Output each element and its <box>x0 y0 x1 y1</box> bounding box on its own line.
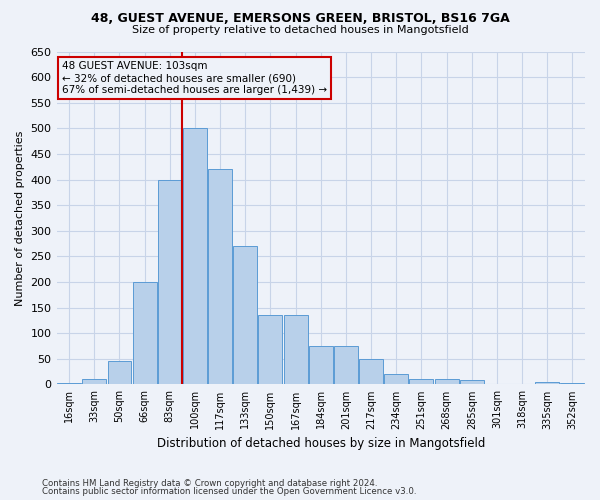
Bar <box>107 362 131 384</box>
Bar <box>133 282 157 384</box>
Bar <box>259 316 283 384</box>
Bar <box>385 374 408 384</box>
Bar <box>409 380 433 384</box>
Bar <box>334 346 358 385</box>
Bar <box>233 246 257 384</box>
Bar <box>535 382 559 384</box>
Bar <box>183 128 207 384</box>
Text: 48, GUEST AVENUE, EMERSONS GREEN, BRISTOL, BS16 7GA: 48, GUEST AVENUE, EMERSONS GREEN, BRISTO… <box>91 12 509 26</box>
Y-axis label: Number of detached properties: Number of detached properties <box>15 130 25 306</box>
Text: Contains public sector information licensed under the Open Government Licence v3: Contains public sector information licen… <box>42 487 416 496</box>
Text: Size of property relative to detached houses in Mangotsfield: Size of property relative to detached ho… <box>131 25 469 35</box>
Text: 48 GUEST AVENUE: 103sqm
← 32% of detached houses are smaller (690)
67% of semi-d: 48 GUEST AVENUE: 103sqm ← 32% of detache… <box>62 62 327 94</box>
Bar <box>359 359 383 384</box>
Bar <box>460 380 484 384</box>
Bar <box>208 170 232 384</box>
Text: Contains HM Land Registry data © Crown copyright and database right 2024.: Contains HM Land Registry data © Crown c… <box>42 478 377 488</box>
Bar <box>82 380 106 384</box>
Bar <box>57 383 81 384</box>
X-axis label: Distribution of detached houses by size in Mangotsfield: Distribution of detached houses by size … <box>157 437 485 450</box>
Bar <box>309 346 333 385</box>
Bar <box>158 180 182 384</box>
Bar <box>284 316 308 384</box>
Bar <box>434 380 458 384</box>
